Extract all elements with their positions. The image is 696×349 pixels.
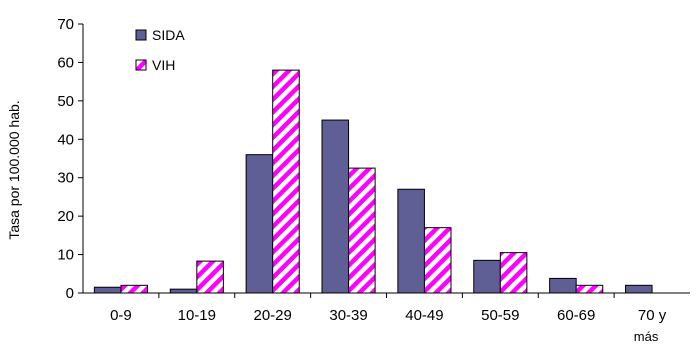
y-tick-label: 50 [57,93,74,110]
bar-sida-5 [473,259,501,294]
bar-sida-2 [245,154,274,294]
y-tick-label: 70 [57,16,74,33]
y-axis-label: Tasa por 100.000 hab. [6,100,22,239]
bar-vih-0 [120,284,148,294]
bar-vih-4 [423,227,452,294]
x-tick-label: 70 y más [634,307,667,344]
y-axis: 0 10 20 30 40 50 60 70 [57,16,83,302]
legend-label-sida: SIDA [152,27,185,43]
legend-swatch-sida [135,29,147,41]
x-tick-label: 50-59 [481,307,519,324]
bar-sida-7 [625,284,653,294]
bar-sida-6 [549,277,577,294]
x-tick-label: 60-69 [557,307,595,324]
legend-label-vih: VIH [152,57,175,73]
x-axis: 0-9 10-19 20-29 30-39 40-49 50-59 60-69 70 y más [110,293,667,344]
bar-vih-5 [499,252,528,294]
x-tick-label: 40-49 [405,307,443,324]
bar-vih-1 [196,260,224,294]
legend: SIDA VIH [135,27,185,73]
bar-sida-3 [321,119,350,294]
y-tick-label: 60 [57,54,74,71]
x-tick-label: 30-39 [329,307,367,324]
bars [93,69,653,294]
x-tick-label: 0-9 [110,307,132,324]
y-tick-label: 10 [57,247,74,264]
bar-sida-1 [169,288,198,294]
bar-sida-4 [397,188,425,294]
x-tick-label: 10-19 [178,307,216,324]
bar-vih-6 [575,284,604,294]
bar-sida-0 [93,286,122,294]
y-tick-label: 30 [57,170,74,187]
y-tick-label: 0 [66,285,74,302]
y-tick-label: 40 [57,131,74,148]
legend-swatch-vih [135,59,147,71]
y-tick-label: 20 [57,208,74,225]
bar-vih-2 [272,69,300,294]
x-tick-label: 20-29 [254,307,292,324]
bar-vih-3 [348,167,376,294]
